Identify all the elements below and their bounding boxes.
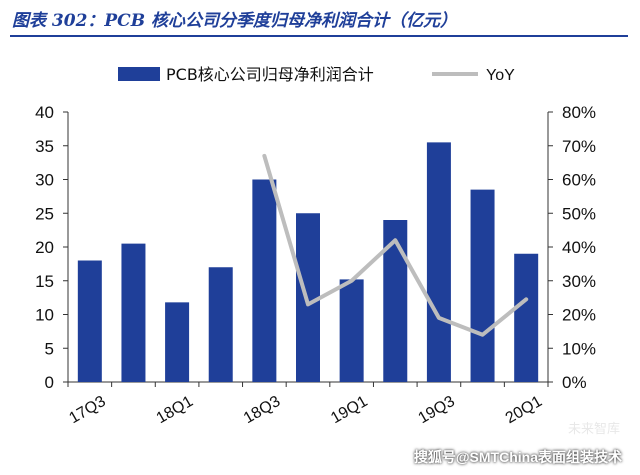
legend-bar-label: PCB核心公司归母净利润合计 xyxy=(166,65,374,84)
y2-tick-label: 10% xyxy=(562,339,596,358)
x-tick-label: 19Q3 xyxy=(415,393,457,427)
x-tick-label: 18Q1 xyxy=(154,393,196,427)
bar-20Q1 xyxy=(514,253,539,382)
y-tick-label: 30 xyxy=(35,171,54,190)
legend-bar-swatch xyxy=(118,67,160,81)
bar-18Q3 xyxy=(252,179,277,382)
y-tick-label: 35 xyxy=(35,137,54,156)
y2-tick-label: 30% xyxy=(562,272,596,291)
bar-18Q2 xyxy=(208,267,233,382)
watermark-text: 搜狐号@SMTChina表面组装技术 xyxy=(413,449,622,465)
y-tick-label: 10 xyxy=(35,306,54,325)
bar-19Q4 xyxy=(470,189,495,382)
y2-tick-label: 50% xyxy=(562,204,596,223)
y2-tick-label: 70% xyxy=(562,137,596,156)
y2-tick-label: 40% xyxy=(562,238,596,257)
x-tick-label: 20Q1 xyxy=(503,393,545,427)
yoy-line xyxy=(262,153,529,337)
y2-tick-label: 80% xyxy=(562,103,596,122)
y-tick-label: 40 xyxy=(35,103,54,122)
x-tick-label: 18Q3 xyxy=(241,393,283,427)
y2-tick-label: 60% xyxy=(562,171,596,190)
title-divider xyxy=(10,35,628,37)
y-tick-label: 20 xyxy=(35,238,54,257)
y-tick-label: 15 xyxy=(35,272,54,291)
bar-18Q1 xyxy=(165,302,190,382)
y-tick-label: 0 xyxy=(45,373,54,392)
y2-tick-label: 20% xyxy=(562,306,596,325)
x-tick-label: 19Q1 xyxy=(328,393,370,427)
watermark-brand: 未来智库 xyxy=(567,421,620,436)
y-tick-label: 5 xyxy=(45,339,54,358)
bar-17Q4 xyxy=(121,243,146,382)
y2-tick-label: 0% xyxy=(562,373,587,392)
chart-title: 图表 302：PCB 核心公司分季度归母净利润合计（亿元） xyxy=(12,11,458,31)
bar-17Q3 xyxy=(77,260,102,382)
x-tick-label: 17Q3 xyxy=(66,393,108,427)
bar-19Q1 xyxy=(339,279,364,382)
bar-19Q3 xyxy=(426,142,451,382)
legend-line-label: YoY xyxy=(486,67,515,84)
y-tick-label: 25 xyxy=(35,204,54,223)
